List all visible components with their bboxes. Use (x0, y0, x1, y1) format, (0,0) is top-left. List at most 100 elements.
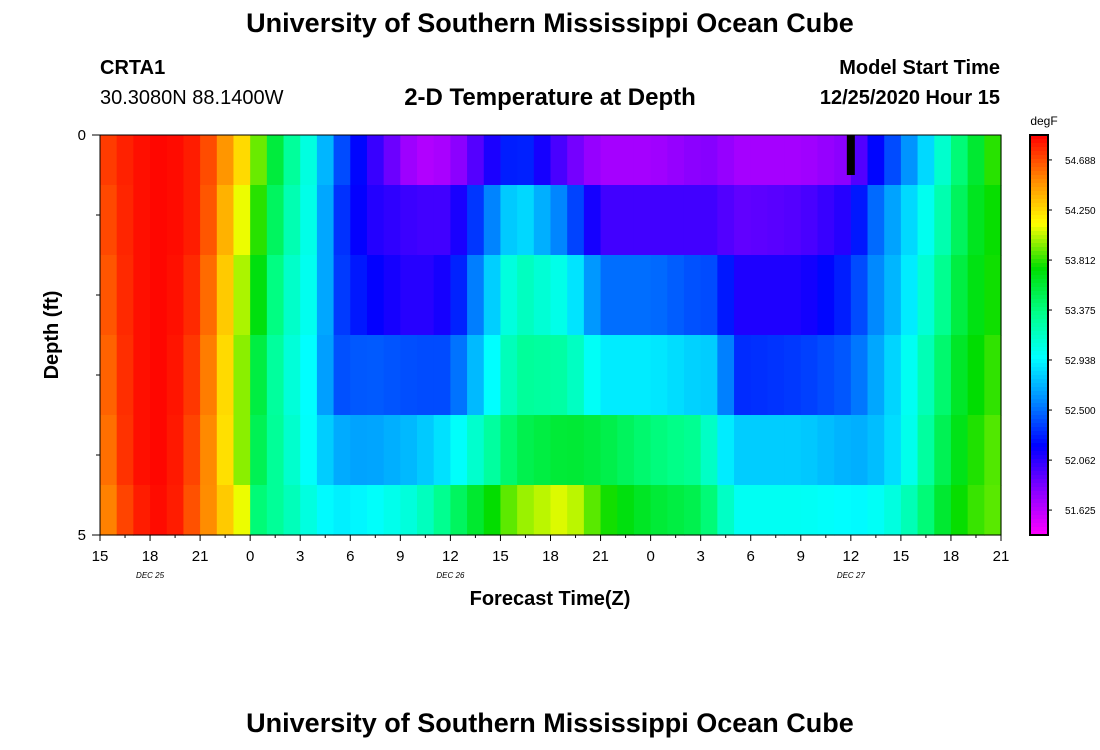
colorbar-segment (1030, 355, 1048, 360)
heatmap-cell (917, 485, 935, 536)
heatmap-cell (216, 335, 235, 416)
colorbar-segment (1030, 247, 1048, 252)
colorbar-segment (1030, 379, 1048, 384)
heatmap-cell (500, 485, 518, 536)
heatmap-cell (884, 415, 902, 486)
colorbar-segment (1030, 143, 1048, 148)
heatmap-cell (433, 185, 451, 256)
heatmap-cell (433, 255, 451, 336)
colorbar-segment (1030, 239, 1048, 244)
heatmap-cell (650, 485, 668, 536)
heatmap-cell (850, 255, 869, 336)
heatmap-cell (683, 335, 702, 416)
heatmap-cell (333, 335, 351, 416)
colorbar-segment (1030, 419, 1048, 424)
heatmap-cell (233, 335, 251, 416)
heatmap-cell (583, 255, 602, 336)
colorbar-tick-label: 53.375 (1065, 306, 1096, 317)
colorbar-segment (1030, 455, 1048, 460)
heatmap-cell (500, 255, 518, 336)
colorbar-segment (1030, 487, 1048, 492)
heatmap-cell (867, 415, 885, 486)
heatmap-cell (533, 185, 552, 256)
heatmap-cells (100, 135, 1002, 536)
colorbar-segment (1030, 531, 1048, 536)
heatmap-cell (333, 255, 351, 336)
heatmap-cell (884, 135, 902, 186)
heatmap-cell (183, 185, 201, 256)
heatmap-cell (500, 335, 518, 416)
colorbar-segment (1030, 135, 1048, 140)
heatmap-cell (700, 255, 718, 336)
heatmap-cell (467, 415, 485, 486)
heatmap-cell (600, 485, 618, 536)
heatmap-cell (467, 335, 485, 416)
heatmap-cell (633, 135, 652, 186)
heatmap-cell (717, 485, 735, 536)
heatmap-cell (767, 485, 785, 536)
heatmap-cell (867, 485, 885, 536)
heatmap-cell (767, 135, 785, 186)
heatmap-cell (366, 485, 385, 536)
heatmap-cell (817, 255, 835, 336)
x-tick-label: 0 (646, 548, 654, 565)
heatmap-cell (133, 485, 151, 536)
heatmap-cell (633, 255, 652, 336)
heatmap-cell (917, 335, 935, 416)
heatmap-cell (967, 255, 985, 336)
x-tick-label: 0 (246, 548, 254, 565)
colorbar-segment (1030, 415, 1048, 420)
heatmap-cell (300, 485, 318, 536)
colorbar-segment (1030, 227, 1048, 232)
colorbar-segment (1030, 327, 1048, 332)
colorbar-segment (1030, 411, 1048, 416)
heatmap-cell (266, 335, 285, 416)
x-tick-label: 9 (797, 548, 805, 565)
heatmap-cell (650, 335, 668, 416)
heatmap-cell (734, 335, 752, 416)
colorbar-segment (1030, 259, 1048, 264)
heatmap-cell (750, 255, 769, 336)
heatmap-cell (383, 185, 401, 256)
heatmap-cell (283, 135, 301, 186)
heatmap-cell (817, 485, 835, 536)
heatmap-cell (750, 185, 769, 256)
heatmap-cell (934, 255, 952, 336)
x-tick-label: 6 (747, 548, 755, 565)
colorbar-segment (1030, 527, 1048, 532)
colorbar-segment (1030, 423, 1048, 428)
heatmap-cell (950, 485, 969, 536)
colorbar-segment (1030, 207, 1048, 212)
heatmap-cell (984, 335, 1002, 416)
heatmap-cell (533, 255, 552, 336)
heatmap-cell (717, 135, 735, 186)
heatmap-cell (884, 485, 902, 536)
heatmap-cell (266, 485, 285, 536)
heatmap-cell (233, 415, 251, 486)
colorbar-segment (1030, 503, 1048, 508)
heatmap-cell (834, 485, 852, 536)
heatmap-cell (667, 485, 685, 536)
heatmap-cell (316, 135, 335, 186)
footer-title: University of Southern Mississippi Ocean… (246, 708, 854, 738)
colorbar-segment (1030, 447, 1048, 452)
heatmap-cell (333, 485, 351, 536)
heatmap-cell (900, 135, 919, 186)
heatmap-cell (767, 415, 785, 486)
heatmap-cell (366, 415, 385, 486)
heatmap-cell (884, 255, 902, 336)
heatmap-cell (950, 335, 969, 416)
heatmap-cell (100, 255, 118, 336)
colorbar-segment (1030, 387, 1048, 392)
heatmap-cell (583, 185, 602, 256)
heatmap-cell (166, 255, 185, 336)
heatmap-cell (834, 185, 852, 256)
heatmap-cell (417, 135, 435, 186)
x-tick-label: 6 (346, 548, 354, 565)
heatmap-cell (300, 255, 318, 336)
heatmap-cell (967, 485, 985, 536)
heatmap-cell (100, 415, 118, 486)
heatmap-cell (366, 335, 385, 416)
colorbar-segment (1030, 235, 1048, 240)
heatmap-cell (533, 335, 552, 416)
